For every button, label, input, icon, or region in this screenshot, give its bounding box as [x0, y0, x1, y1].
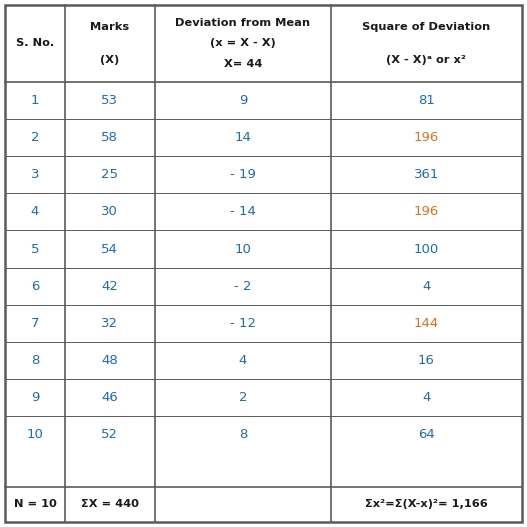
- Text: 48: 48: [102, 354, 118, 367]
- Text: - 12: - 12: [230, 317, 256, 330]
- Text: 32: 32: [101, 317, 119, 330]
- Text: 8: 8: [239, 428, 247, 442]
- Text: S. No.: S. No.: [16, 38, 54, 48]
- Text: 2: 2: [31, 131, 39, 144]
- Text: 54: 54: [101, 242, 118, 256]
- Text: - 2: - 2: [234, 280, 251, 292]
- Text: 9: 9: [31, 391, 39, 404]
- Text: 16: 16: [418, 354, 435, 367]
- Text: 10: 10: [235, 242, 251, 256]
- Text: 100: 100: [414, 242, 439, 256]
- Text: - 19: - 19: [230, 168, 256, 181]
- Text: 2: 2: [239, 391, 247, 404]
- Text: 46: 46: [102, 391, 118, 404]
- Text: - 14: - 14: [230, 206, 256, 218]
- Text: 64: 64: [418, 428, 435, 442]
- Text: 7: 7: [31, 317, 39, 330]
- Text: 4: 4: [422, 280, 431, 292]
- Text: 5: 5: [31, 242, 39, 256]
- Text: (X - X)ᵃ or x²: (X - X)ᵃ or x²: [386, 55, 466, 65]
- Text: N = 10: N = 10: [14, 499, 56, 509]
- Text: 4: 4: [31, 206, 39, 218]
- Text: 10: 10: [26, 428, 43, 442]
- Text: (X): (X): [100, 55, 120, 65]
- Text: 1: 1: [31, 94, 39, 107]
- Text: 58: 58: [101, 131, 118, 144]
- Text: 196: 196: [414, 131, 439, 144]
- Text: Σx²=Σ(X-x)²= 1,166: Σx²=Σ(X-x)²= 1,166: [365, 499, 487, 509]
- Text: 4: 4: [422, 391, 431, 404]
- Text: 42: 42: [101, 280, 118, 292]
- Text: Marks: Marks: [90, 22, 130, 32]
- Text: 6: 6: [31, 280, 39, 292]
- Text: Deviation from Mean: Deviation from Mean: [175, 18, 310, 28]
- Text: 53: 53: [101, 94, 119, 107]
- Text: 9: 9: [239, 94, 247, 107]
- Text: 196: 196: [414, 206, 439, 218]
- Text: 30: 30: [101, 206, 118, 218]
- Text: ΣX = 440: ΣX = 440: [81, 499, 139, 509]
- Text: 144: 144: [414, 317, 439, 330]
- Text: 14: 14: [235, 131, 251, 144]
- Text: 4: 4: [239, 354, 247, 367]
- Text: 81: 81: [418, 94, 435, 107]
- Text: (x = X - X): (x = X - X): [210, 38, 276, 48]
- Text: 25: 25: [101, 168, 119, 181]
- Text: 8: 8: [31, 354, 39, 367]
- Text: Square of Deviation: Square of Deviation: [362, 22, 490, 32]
- Text: 52: 52: [101, 428, 119, 442]
- Text: X= 44: X= 44: [223, 59, 262, 69]
- Text: 3: 3: [31, 168, 39, 181]
- Text: 361: 361: [414, 168, 439, 181]
